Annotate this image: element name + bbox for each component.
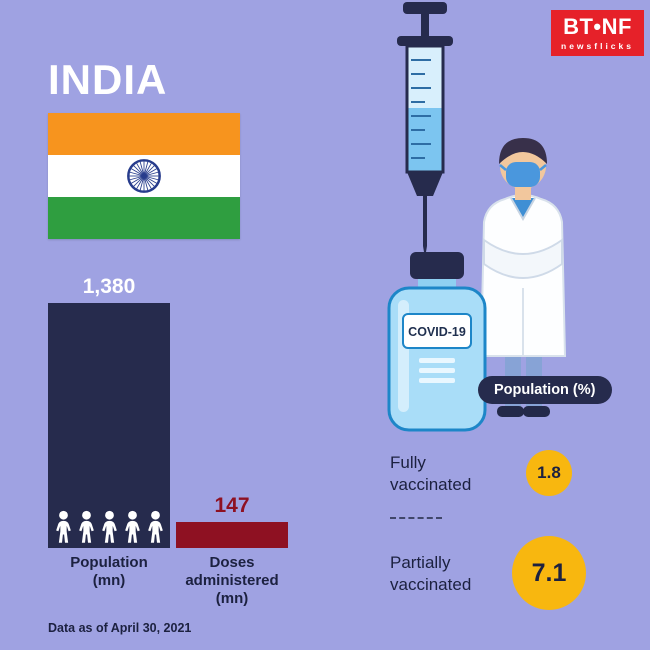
syringe-icon — [397, 2, 453, 258]
doses-value-label: 147 — [214, 494, 250, 517]
population-axis-label: Population (mn) — [70, 554, 148, 589]
bar-column-population: 1,380 — [48, 275, 170, 548]
flag-chakra-icon — [127, 159, 161, 193]
brand-logo: BT•NF newsflicks — [551, 10, 644, 56]
population-bar — [48, 303, 170, 548]
person-icon — [147, 510, 163, 543]
flag-stripe-white — [48, 155, 240, 197]
vial-label: COVID-19 — [408, 325, 466, 339]
data-footnote: Data as of April 30, 2021 — [48, 621, 192, 635]
doses-bar — [176, 522, 288, 548]
partially-vaccinated-value: 7.1 — [512, 536, 586, 610]
doses-axis-label: Doses administered (mn) — [185, 554, 279, 607]
flag-stripe-green — [48, 197, 240, 239]
person-icon — [78, 510, 94, 543]
population-value-label: 1,380 — [82, 275, 136, 298]
vaccine-vial-icon: COVID-19 — [387, 252, 487, 432]
flag-stripe-saffron — [48, 113, 240, 155]
partially-vaccinated-label: Partially vaccinated — [390, 553, 472, 595]
page-title: INDIA — [48, 56, 168, 103]
brand-logo-text: BT•NF — [563, 14, 632, 39]
population-percent-badge: Population (%) — [478, 376, 612, 404]
india-flag — [48, 113, 240, 239]
person-icon — [124, 510, 140, 543]
dashed-divider — [390, 517, 442, 519]
fully-vaccinated-label: Fully vaccinated — [390, 453, 472, 495]
person-icon — [101, 510, 117, 543]
brand-logo-tagline: newsflicks — [561, 41, 634, 51]
fully-vaccinated-value: 1.8 — [526, 450, 572, 496]
people-icons-row — [48, 510, 170, 544]
bar-column-doses: 147 — [176, 494, 288, 548]
person-icon — [55, 510, 71, 543]
bar-chart: 1,380 147 — [48, 275, 288, 548]
